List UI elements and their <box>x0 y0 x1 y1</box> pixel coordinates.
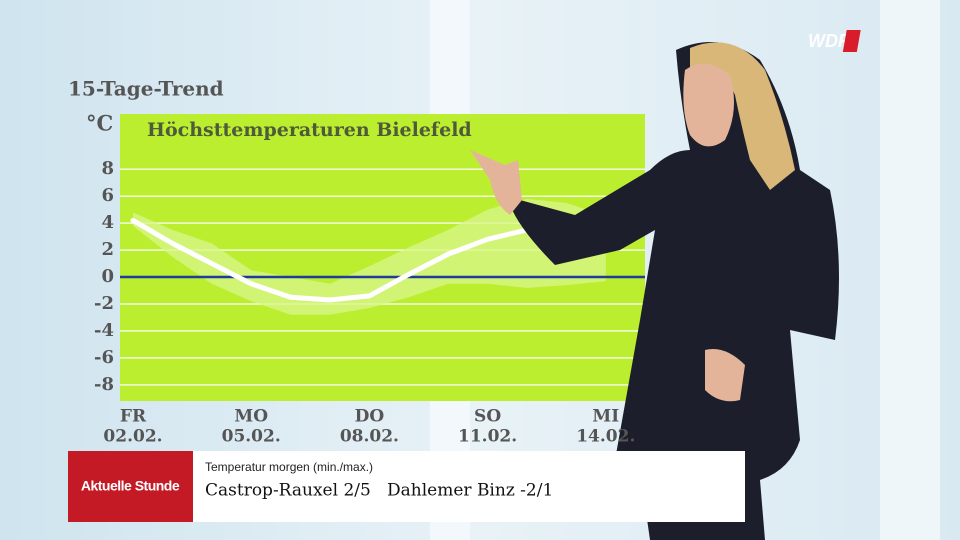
y-tick-label: 4 <box>101 212 114 233</box>
y-tick-label: -6 <box>94 347 114 368</box>
logo-mark <box>842 30 861 52</box>
presenter-hand <box>470 150 522 215</box>
y-tick-label: -2 <box>94 293 114 314</box>
program-badge <box>68 451 193 522</box>
presenter-hair <box>690 42 795 191</box>
channel-logo: WDR <box>808 31 851 51</box>
chart-title: Höchsttemperaturen Bielefeld <box>147 119 472 141</box>
x-tick-weekday: FR <box>120 407 147 427</box>
lower-third <box>193 451 745 522</box>
x-tick-label: 08.02. <box>340 427 399 447</box>
x-tick-label: 11.02. <box>458 427 517 447</box>
x-tick-weekday: MI <box>592 407 619 427</box>
x-tick-weekday: SO <box>474 407 501 427</box>
temperature-line <box>130 217 530 303</box>
y-unit: °C <box>86 111 113 136</box>
x-tick-label: 14.02. <box>576 427 635 447</box>
y-tick-label: 2 <box>101 239 114 260</box>
x-tick-weekday: MO <box>234 407 268 427</box>
studio-panel <box>880 0 940 540</box>
y-tick-label: 8 <box>101 158 114 179</box>
presenter <box>470 42 839 540</box>
x-tick-label: 02.02. <box>103 427 162 447</box>
y-tick-label: -8 <box>94 374 114 395</box>
presenter-face <box>683 63 734 147</box>
lower-third-text: Castrop-Rauxel 2/5 Dahlemer Binz -2/1 <box>205 481 553 501</box>
x-tick-label: 05.02. <box>222 427 281 447</box>
page-title: 15-Tage-Trend <box>68 77 224 101</box>
y-tick-label: -4 <box>94 320 114 341</box>
y-tick-label: 6 <box>101 185 114 206</box>
y-tick-label: 0 <box>101 266 114 287</box>
x-tick-weekday: DO <box>355 407 385 427</box>
lower-third-subtitle: Temperatur morgen (min./max.) <box>205 460 373 474</box>
presenter-hand <box>705 349 745 402</box>
program-label: Aktuelle Stunde <box>81 478 180 494</box>
